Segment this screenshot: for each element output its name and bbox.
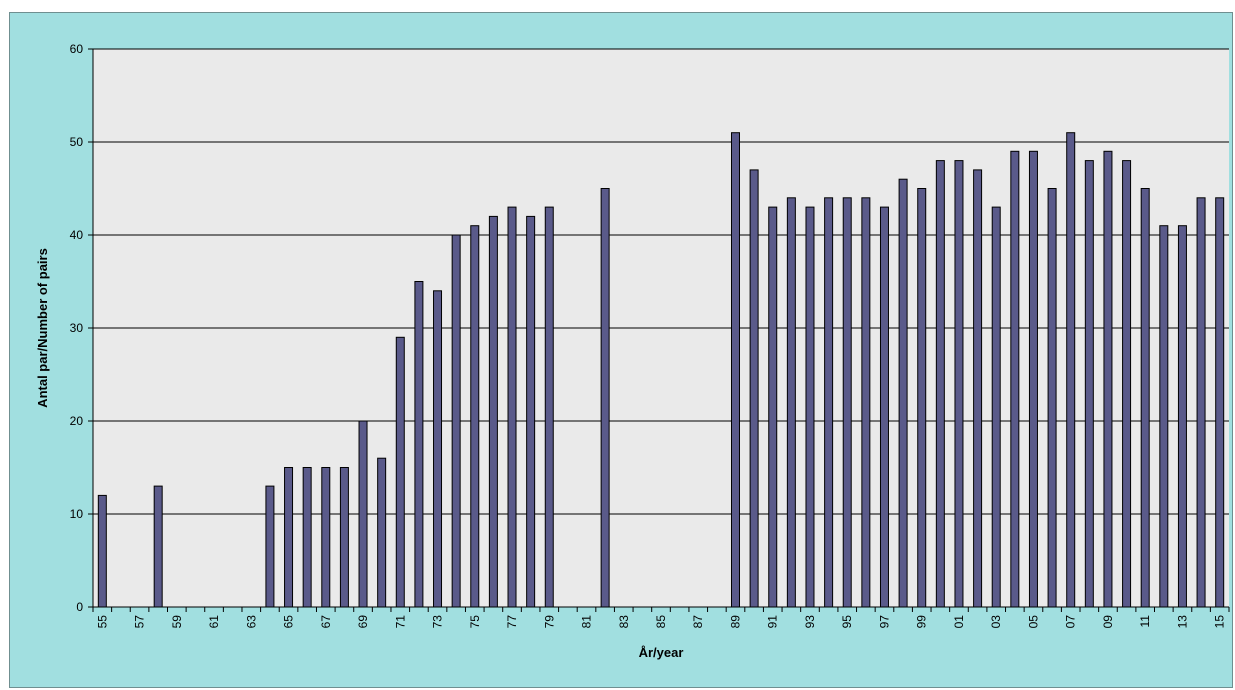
x-tick-label: 55 (95, 615, 109, 629)
bar-95 (842, 197, 852, 608)
x-axis-title: År/year (639, 645, 684, 660)
y-tick-label: 10 (70, 507, 84, 521)
chart-frame: 0 10 20 30 40 50 60 55 57 59 61 63 65 67 69 71 73 75 77 79… (9, 12, 1233, 688)
y-tick-label: 50 (70, 135, 84, 149)
x-tick-label: 81 (580, 615, 594, 629)
bar-75 (470, 225, 480, 608)
bar-69 (358, 420, 368, 608)
bar-74 (451, 234, 461, 608)
x-tick-label: 11 (1138, 615, 1152, 628)
y-tick-label: 60 (70, 42, 84, 56)
x-tick-label: 87 (691, 615, 705, 629)
bar-05 (1028, 150, 1038, 608)
bar-00 (935, 160, 945, 608)
x-tick-label: 93 (803, 615, 817, 629)
x-tick-label: 97 (877, 615, 891, 629)
y-tick-label: 30 (70, 321, 84, 335)
bar-15 (1215, 197, 1225, 608)
bar-79 (544, 206, 554, 608)
bar-10 (1122, 160, 1132, 608)
x-tick-label: 77 (505, 615, 519, 629)
bar-93 (805, 206, 815, 608)
bar-98 (898, 178, 908, 608)
bar-91 (768, 206, 778, 608)
bar-65 (284, 467, 294, 608)
y-axis-title: Antal par/Number of pairs (35, 248, 50, 408)
bar-09 (1103, 150, 1113, 608)
bar-73 (433, 290, 443, 608)
bar-66 (302, 467, 312, 608)
bar-14 (1196, 197, 1206, 608)
x-tick-label: 07 (1064, 615, 1078, 629)
bar-06 (1047, 188, 1057, 608)
bar-03 (991, 206, 1001, 608)
bar-02 (973, 169, 983, 608)
x-tick-label: 57 (133, 615, 147, 629)
x-tick-labels: 55 57 59 61 63 65 67 69 71 73 75 77 79 81 83 85 87 89 91 93… (95, 615, 1226, 629)
bar-71 (395, 336, 405, 608)
bar-78 (526, 215, 536, 608)
bar-94 (824, 197, 834, 608)
bar-90 (749, 169, 759, 608)
y-tick-label: 20 (70, 414, 84, 428)
bar-82 (600, 188, 610, 608)
bar-97 (879, 206, 889, 608)
bar-08 (1084, 160, 1094, 608)
y-tick-label: 40 (70, 228, 84, 242)
bar-12 (1159, 225, 1169, 608)
x-tick-label: 69 (356, 615, 370, 629)
bar-72 (414, 281, 424, 608)
x-tick-label: 95 (840, 615, 854, 629)
x-tick-label: 59 (170, 615, 184, 629)
bar-07 (1066, 132, 1076, 608)
x-tick-label: 15 (1213, 615, 1227, 629)
x-tick-label: 89 (728, 615, 742, 629)
bar-68 (339, 467, 349, 608)
bar-04 (1010, 150, 1020, 608)
x-tick-label: 13 (1175, 615, 1189, 629)
x-tick-label: 91 (766, 615, 780, 629)
bar-92 (786, 197, 796, 608)
bar-99 (917, 188, 927, 608)
x-tick-label: 99 (915, 615, 929, 629)
gridlines (88, 48, 1229, 608)
bar-01 (954, 160, 964, 608)
bar-77 (507, 206, 517, 608)
y-tick-labels: 0 10 20 30 40 50 60 (70, 42, 84, 614)
bar-67 (321, 467, 331, 608)
bar-96 (861, 197, 871, 608)
bar-55 (97, 494, 107, 608)
bar-13 (1177, 225, 1187, 608)
x-tick-label: 79 (542, 615, 556, 629)
x-tick-label: 01 (952, 615, 966, 629)
x-tick-label: 83 (617, 615, 631, 629)
bar-11 (1140, 188, 1150, 608)
x-tick-label: 85 (654, 615, 668, 629)
x-tick-label: 03 (989, 615, 1003, 629)
bars (97, 132, 1225, 608)
x-tick-label: 71 (393, 615, 407, 629)
bar-76 (488, 215, 498, 608)
bar-64 (265, 485, 275, 608)
y-tick-label: 0 (76, 600, 83, 614)
axes (92, 49, 1230, 612)
x-tick-label: 09 (1101, 615, 1115, 629)
bar-58 (153, 485, 163, 608)
x-tick-label: 61 (207, 615, 221, 629)
bar-89 (730, 132, 740, 608)
x-tick-label: 67 (319, 615, 333, 629)
x-tick-label: 73 (431, 615, 445, 629)
x-tick-label: 63 (244, 615, 258, 629)
x-tick-label: 75 (468, 615, 482, 629)
bar-70 (377, 457, 387, 608)
x-tick-label: 05 (1026, 615, 1040, 629)
x-tick-label: 65 (282, 615, 296, 629)
